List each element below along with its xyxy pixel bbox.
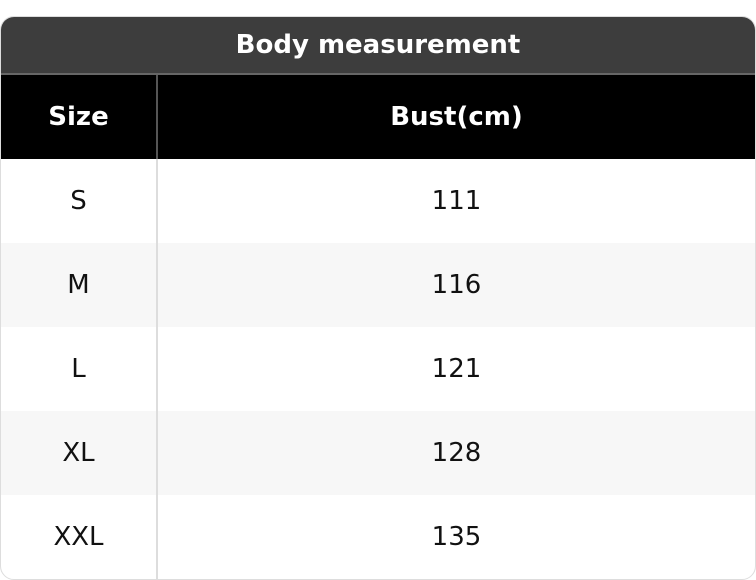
- table-row: S 111: [1, 159, 755, 243]
- size-cell: XL: [1, 411, 158, 495]
- size-cell: M: [1, 243, 158, 327]
- header-bust: Bust(cm): [390, 102, 523, 132]
- bust-cell: 116: [431, 270, 482, 300]
- table-row: XXL 135: [1, 495, 755, 579]
- size-cell: L: [1, 327, 158, 411]
- bust-cell: 121: [431, 354, 482, 384]
- table-title: Body measurement: [1, 17, 755, 75]
- bust-cell: 135: [431, 522, 482, 552]
- bust-cell: 128: [431, 438, 482, 468]
- bust-cell: 111: [431, 186, 482, 216]
- measurement-table: Body measurement Size Bust(cm) S 111 M 116 L…: [0, 16, 756, 580]
- size-cell: S: [1, 159, 158, 243]
- table-row: M 116: [1, 243, 755, 327]
- header-size: Size: [1, 75, 158, 159]
- table-header-row: Size Bust(cm): [1, 75, 755, 159]
- table-row: XL 128: [1, 411, 755, 495]
- table-row: L 121: [1, 327, 755, 411]
- size-cell: XXL: [1, 495, 158, 579]
